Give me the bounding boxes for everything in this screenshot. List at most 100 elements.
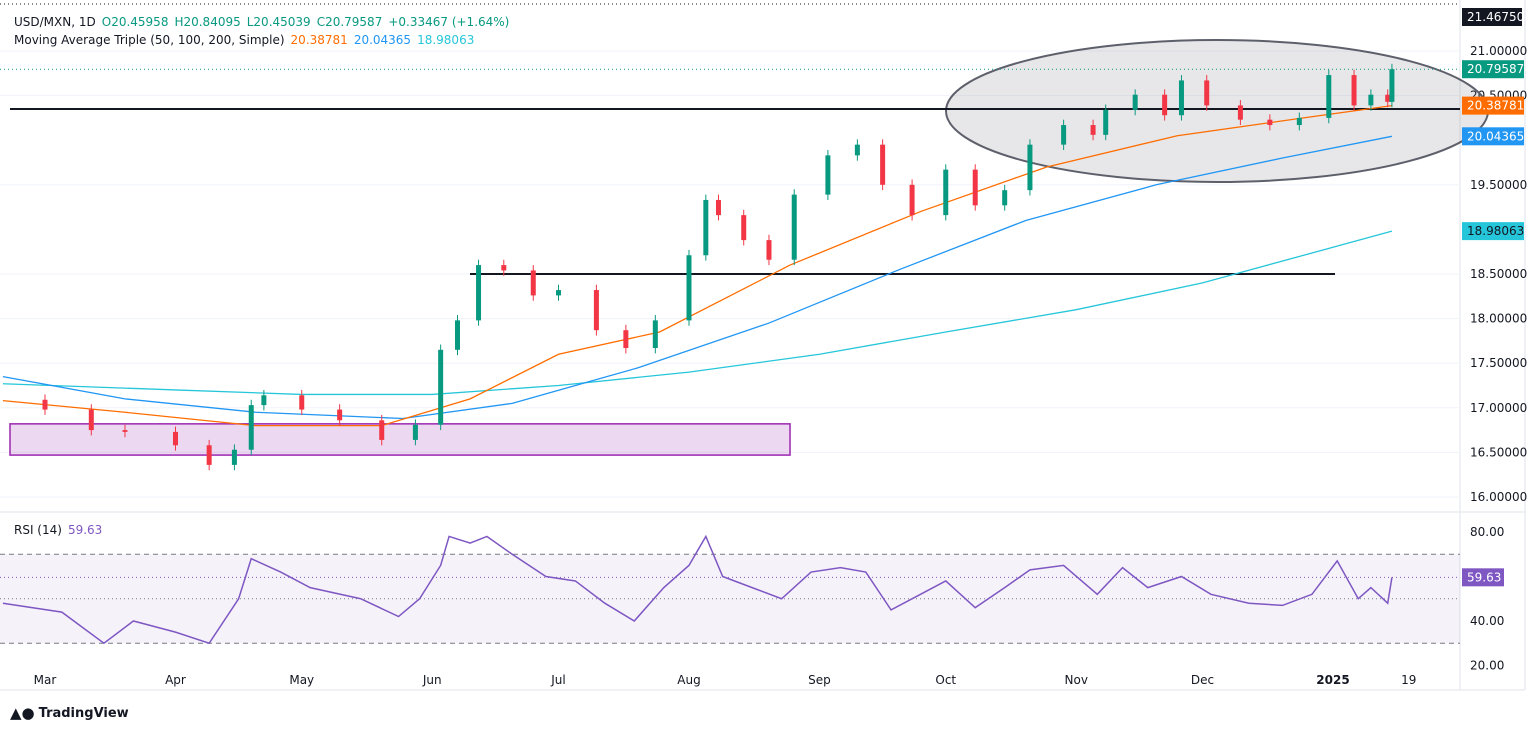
rsi-tick-label: 20.00 bbox=[1470, 659, 1504, 673]
rsi-line bbox=[2, 534, 1393, 645]
candle-body bbox=[880, 144, 886, 185]
candle-body bbox=[1178, 80, 1184, 116]
time-tick-label: 2025 bbox=[1316, 673, 1349, 687]
ma100-value: 20.04365 bbox=[353, 33, 412, 47]
ma100-line bbox=[2, 135, 1393, 420]
candle-body bbox=[337, 409, 343, 421]
high-value: H20.84095 bbox=[174, 15, 241, 29]
open-value: O20.45958 bbox=[101, 15, 169, 29]
candle-body bbox=[1267, 119, 1273, 126]
candle-body bbox=[1061, 125, 1067, 145]
time-tick-label: Mar bbox=[34, 673, 57, 687]
candle-body bbox=[703, 199, 709, 256]
time-tick-label: 19 bbox=[1401, 673, 1416, 687]
candle-body bbox=[172, 431, 178, 446]
candle-body bbox=[686, 255, 692, 321]
consolidation-ellipse bbox=[945, 39, 1489, 183]
support-zone bbox=[9, 423, 791, 456]
candle-body bbox=[1389, 69, 1395, 102]
candle-body bbox=[1002, 190, 1008, 206]
branding-text: TradingView bbox=[38, 705, 129, 721]
candle-body bbox=[791, 194, 797, 260]
candle-body bbox=[438, 349, 444, 425]
candle-body bbox=[1103, 109, 1109, 135]
time-tick-label: Jul bbox=[550, 673, 565, 687]
rsi-tick-label: 80.00 bbox=[1470, 525, 1504, 539]
candle-body bbox=[261, 395, 267, 406]
candle-body bbox=[1385, 94, 1391, 102]
time-tick-label: Dec bbox=[1191, 673, 1214, 687]
time-tick-label: Aug bbox=[677, 673, 700, 687]
close-value: C20.79587 bbox=[316, 15, 383, 29]
price-tick-label: 21.00000 bbox=[1470, 44, 1527, 58]
candle-body bbox=[1162, 94, 1168, 116]
candle-body bbox=[1090, 125, 1096, 135]
top-price-label: 21.46750 bbox=[1467, 10, 1524, 24]
candle-body bbox=[530, 270, 536, 296]
candle-body bbox=[476, 265, 482, 321]
ma50-value: 20.38781 bbox=[290, 33, 348, 47]
candle-body bbox=[766, 240, 772, 260]
ma-legend: Moving Average Triple (50, 100, 200, Sim… bbox=[14, 33, 480, 47]
rsi-tag-label: 59.63 bbox=[1467, 570, 1501, 584]
price-tick-label: 16.50000 bbox=[1470, 445, 1527, 459]
price-tick-label: 17.00000 bbox=[1470, 401, 1527, 415]
candle-body bbox=[652, 320, 658, 349]
candle-body bbox=[1296, 117, 1302, 126]
candle-body bbox=[42, 399, 48, 410]
ma200-line bbox=[2, 230, 1393, 396]
candle-body bbox=[623, 330, 629, 349]
candle-body bbox=[299, 395, 305, 410]
price-tick-label: 19.50000 bbox=[1470, 178, 1527, 192]
candle-body bbox=[454, 320, 460, 350]
ma50-line bbox=[2, 104, 1393, 427]
time-tick-label: Apr bbox=[165, 673, 186, 687]
candle-body bbox=[206, 445, 212, 465]
price-tick-label: 18.00000 bbox=[1470, 312, 1527, 326]
candle-body bbox=[556, 290, 562, 296]
low-value: L20.45039 bbox=[246, 15, 311, 29]
candle-body bbox=[1351, 75, 1357, 106]
rsi-label: RSI (14) bbox=[14, 523, 62, 537]
top-price-tag bbox=[1462, 8, 1522, 26]
time-tick-label: Nov bbox=[1065, 673, 1088, 687]
price-tick-label: 18.50000 bbox=[1470, 267, 1527, 281]
candle-body bbox=[741, 215, 747, 241]
tradingview-logo[interactable]: ▲● TradingView bbox=[10, 704, 129, 722]
price-tick-label: 16.00000 bbox=[1470, 490, 1527, 504]
price-tag bbox=[1462, 96, 1524, 115]
price-tag-label: 20.04365 bbox=[1467, 129, 1524, 143]
candle-body bbox=[1132, 94, 1138, 110]
candle-body bbox=[1326, 75, 1332, 118]
ma-label: Moving Average Triple (50, 100, 200, Sim… bbox=[14, 33, 285, 47]
candle-body bbox=[715, 199, 721, 216]
price-tag-label: 20.79587 bbox=[1467, 62, 1524, 76]
candle-body bbox=[501, 265, 507, 271]
ma200-value: 18.98063 bbox=[417, 33, 475, 47]
rsi-legend: RSI (14) 59.63 bbox=[14, 523, 108, 537]
time-tick-label: Jun bbox=[422, 673, 442, 687]
price-tag bbox=[1462, 60, 1524, 79]
candle-body bbox=[972, 169, 978, 206]
candle-body bbox=[231, 449, 237, 465]
candle-body bbox=[88, 409, 94, 431]
rsi-legend-value: 59.63 bbox=[67, 523, 103, 537]
candle-body bbox=[943, 169, 949, 216]
symbol-label: USD/MXN, 1D bbox=[14, 15, 96, 29]
price-tick-label: 17.50000 bbox=[1470, 356, 1527, 370]
rsi-tag bbox=[1462, 568, 1504, 587]
candle-body bbox=[122, 430, 128, 432]
price-tag-label: 18.98063 bbox=[1467, 224, 1524, 238]
time-tick-label: May bbox=[289, 673, 314, 687]
change-value: +0.33467 (+1.64%) bbox=[388, 15, 510, 29]
rsi-tick-label: 40.00 bbox=[1470, 614, 1504, 628]
candle-body bbox=[854, 144, 860, 156]
candle-body bbox=[379, 420, 385, 440]
price-tag bbox=[1462, 222, 1524, 241]
time-tick-label: Oct bbox=[935, 673, 956, 687]
candle-body bbox=[593, 290, 599, 331]
candle-body bbox=[248, 405, 254, 450]
ohlc-legend: USD/MXN, 1D O20.45958 H20.84095 L20.45039 C2… bbox=[14, 15, 515, 29]
time-tick-label: Sep bbox=[808, 673, 831, 687]
